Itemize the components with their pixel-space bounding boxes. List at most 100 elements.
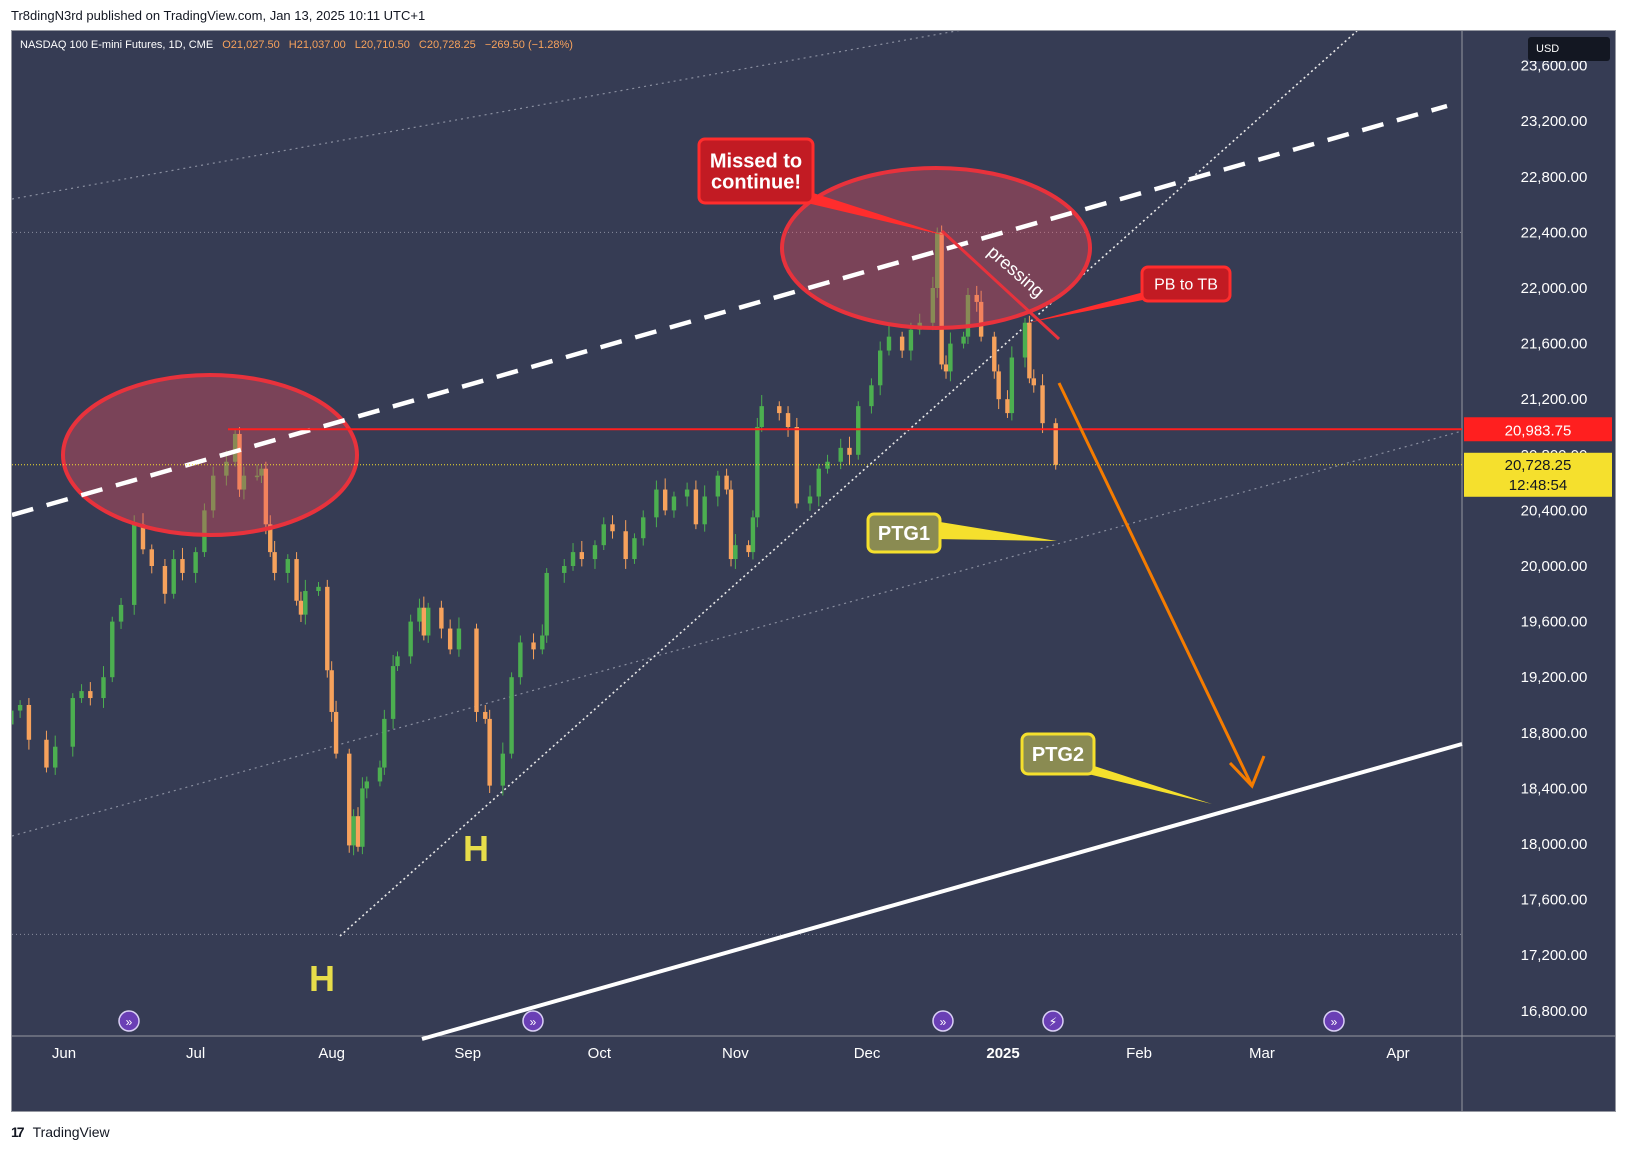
candle-body — [88, 691, 93, 699]
ohlc-low: L20,710.50 — [354, 39, 410, 51]
candle-body — [132, 524, 137, 605]
candle-body — [439, 607, 444, 629]
candle-body — [202, 510, 207, 553]
candle-body — [592, 545, 598, 560]
y-tick-label: 18,000.00 — [1521, 836, 1588, 853]
countdown-label: 12:48:54 — [1509, 477, 1567, 494]
candle-body — [1005, 399, 1010, 414]
candle-body — [978, 301, 984, 337]
currency-button[interactable]: USD — [1528, 37, 1610, 61]
candle-body — [70, 698, 75, 747]
candle-body — [579, 552, 585, 560]
candle-body — [540, 635, 545, 650]
candle-body — [715, 475, 721, 497]
chart-canvas[interactable]: 16,800.00 17,200.00 17,600.00 18,000.00 18,4… — [12, 31, 1616, 1112]
event-icon-glyph: » — [1331, 1015, 1338, 1029]
x-tick-label: Dec — [854, 1045, 881, 1062]
event-icon-glyph: ⚡ — [1049, 1015, 1057, 1029]
ptg1-callout-box — [866, 512, 942, 554]
footer-brand[interactable]: 17 TradingView — [11, 1124, 110, 1140]
ohlc-change: −269.50 (−1.28%) — [484, 39, 573, 51]
candle-body — [162, 566, 168, 594]
candle-body — [426, 607, 431, 636]
ptg1-callout-pointer — [934, 521, 1057, 541]
y-tick-label: 20,400.00 — [1521, 502, 1588, 519]
x-tick-label: Jun — [52, 1045, 76, 1062]
candle-body — [684, 489, 690, 497]
candle-body — [996, 371, 1001, 400]
candle-body — [807, 496, 813, 504]
missed-to-continue-callout-text: Missed to — [710, 151, 802, 173]
event-icon[interactable] — [932, 1010, 954, 1032]
candle-body — [662, 489, 668, 511]
candle-body — [355, 816, 361, 847]
candle-body — [351, 816, 356, 846]
y-tick-label: 23,200.00 — [1521, 113, 1588, 130]
candle-body — [456, 628, 462, 650]
candle-body — [272, 552, 277, 573]
ptg2-callout-text: PTG2 — [1032, 744, 1084, 766]
event-icon-glyph: » — [530, 1015, 537, 1029]
candle-body — [1053, 423, 1058, 465]
candle-body — [17, 705, 23, 711]
candle-body — [750, 517, 756, 553]
candle-body — [483, 711, 488, 719]
x-tick-label: Sep — [454, 1045, 481, 1062]
missed-to-continue-callout-pointer — [807, 191, 947, 236]
candle-body — [79, 691, 84, 699]
event-icon[interactable] — [1323, 1010, 1345, 1032]
candle-body — [474, 628, 479, 712]
candle-body — [180, 559, 185, 573]
candle-body — [724, 475, 729, 490]
candle-body — [746, 545, 751, 553]
event-icon[interactable] — [522, 1010, 544, 1032]
x-tick-label: Aug — [318, 1045, 345, 1062]
rising-trendline-dotted — [339, 31, 1358, 937]
pb-to-tb-callout-text: PB to TB — [1154, 277, 1218, 294]
y-tick-label: 19,600.00 — [1521, 614, 1588, 631]
candle-body — [382, 718, 387, 768]
candle-body — [140, 524, 146, 550]
lower-channel-dotted — [12, 430, 1463, 837]
candle-body — [149, 549, 154, 566]
candle-body — [974, 294, 979, 302]
candle-body — [961, 336, 966, 344]
candle-body — [518, 642, 523, 678]
candle-body — [395, 656, 400, 667]
candle-body — [1009, 357, 1015, 414]
head-label-left: H — [309, 958, 335, 999]
candle-body — [254, 475, 260, 478]
candle-body — [421, 607, 427, 636]
candle-body — [654, 489, 659, 518]
candle-body — [908, 329, 914, 351]
ptg1-callout-text: PTG1 — [878, 523, 930, 545]
symbol-legend[interactable]: NASDAQ 100 E-mini Futures, 1D, CME O21,0… — [20, 39, 579, 51]
candle-body — [965, 294, 971, 337]
chart-frame[interactable]: 16,800.00 17,200.00 17,600.00 18,000.00 18,4… — [11, 30, 1616, 1112]
candle-body — [44, 739, 49, 768]
candle-body — [268, 524, 273, 553]
resistance-price-tag — [1464, 417, 1612, 442]
candle-body — [943, 364, 949, 372]
candle-body — [303, 591, 308, 615]
candle-body — [816, 468, 821, 497]
tradingview-logo-icon: 17 — [11, 1124, 25, 1140]
candle-body — [702, 496, 707, 525]
candle-body — [632, 538, 637, 560]
candle-body — [544, 572, 549, 636]
candle-body — [794, 427, 800, 504]
candle-body — [509, 677, 514, 754]
ptg2-callout-box — [1020, 732, 1096, 776]
y-tick-label: 18,400.00 — [1521, 780, 1588, 797]
candle-body — [53, 746, 58, 768]
candle-body — [948, 343, 953, 372]
candle-body — [294, 559, 299, 601]
head-label-right: H — [463, 828, 489, 869]
candle-body — [1031, 378, 1036, 386]
right-top-zone-ellipse — [780, 166, 1092, 330]
candle-body — [877, 350, 883, 386]
candle-body — [869, 385, 874, 407]
event-icon[interactable] — [118, 1010, 140, 1032]
event-icon[interactable] — [1042, 1010, 1064, 1032]
missed-to-continue-callout-box — [697, 137, 815, 205]
